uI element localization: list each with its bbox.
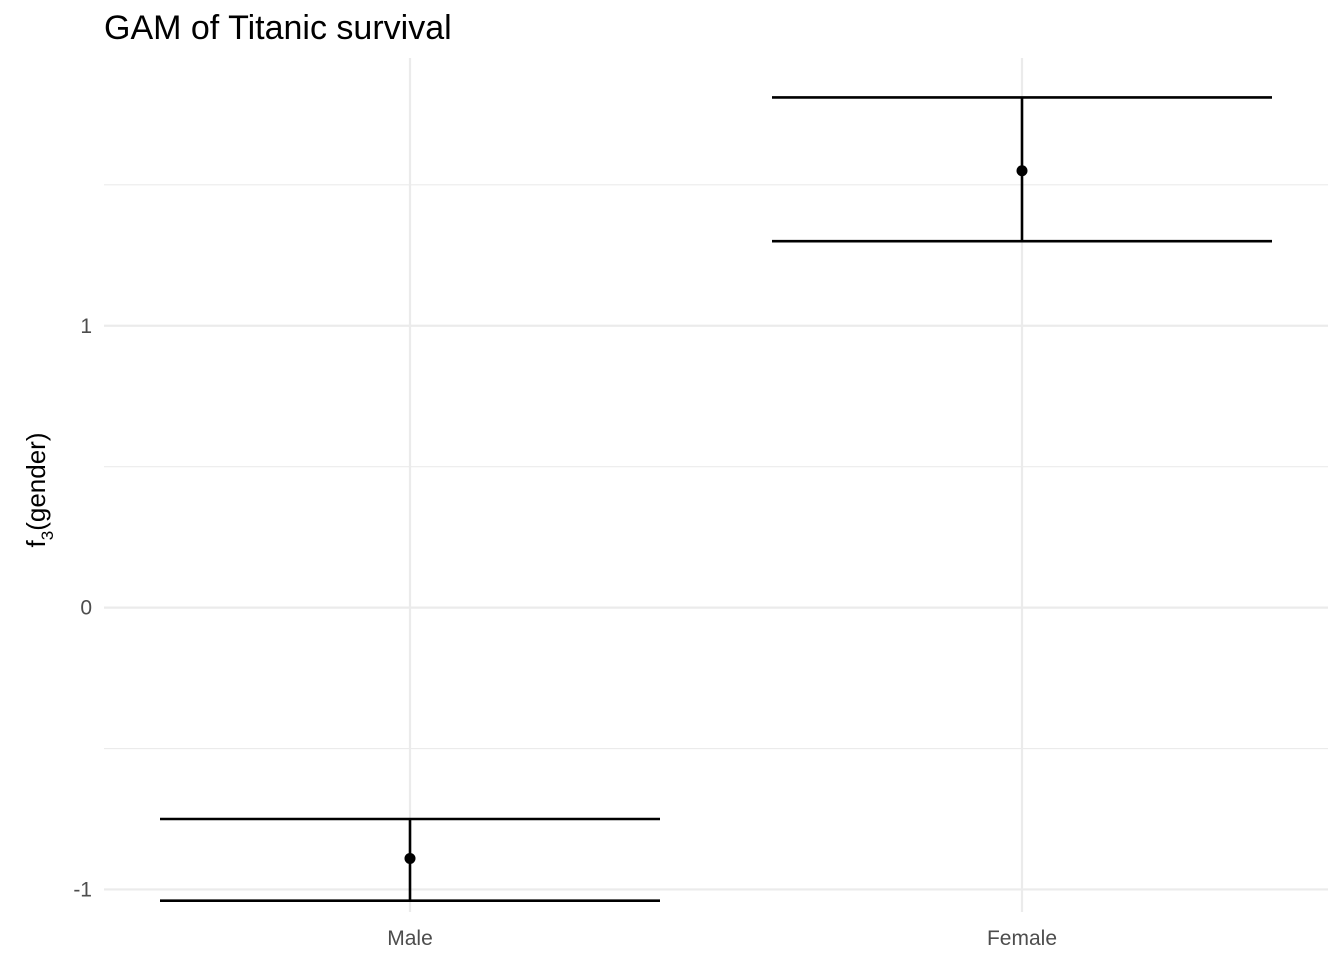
y-tick-label: -1	[73, 878, 92, 901]
x-axis-ticks: Male Female	[387, 927, 1057, 950]
x-tick-label: Male	[387, 927, 433, 950]
grid	[104, 58, 1328, 912]
estimate-point	[404, 852, 416, 864]
x-tick-label: Female	[987, 927, 1057, 950]
y-tick-label: 1	[80, 315, 92, 338]
errorbar-female	[772, 96, 1272, 243]
y-axis-title-rest: (gender)	[21, 433, 51, 531]
y-axis-ticks: -1 0 1	[73, 315, 92, 902]
errorbar-male	[160, 817, 660, 903]
y-axis-title: f3(gender)	[21, 433, 57, 548]
plot-panel	[104, 58, 1328, 912]
y-axis-title-subscript: 3	[38, 531, 57, 540]
y-tick-label: 0	[80, 597, 92, 620]
y-axis-title-base: f	[21, 539, 51, 547]
estimate-point	[1016, 165, 1028, 177]
chart-title: GAM of Titanic survival	[104, 9, 452, 47]
data-marks	[160, 96, 1272, 903]
